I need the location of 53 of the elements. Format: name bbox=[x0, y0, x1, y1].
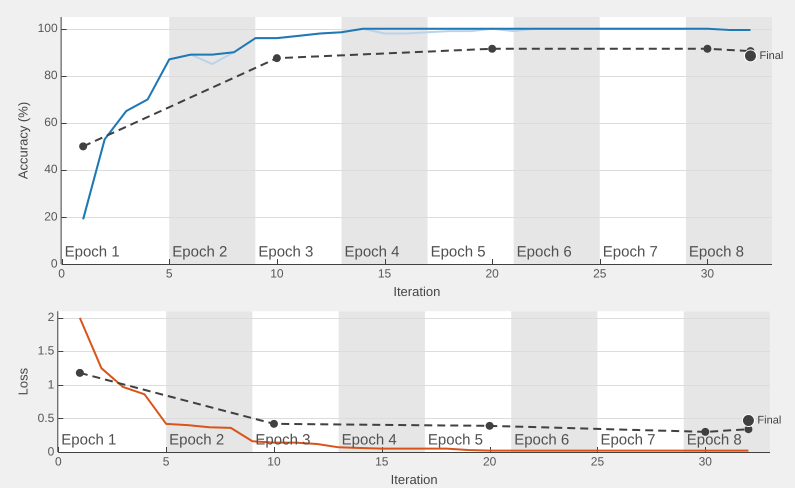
band-label: Epoch 2 bbox=[172, 244, 228, 261]
point bbox=[703, 44, 712, 53]
point bbox=[744, 49, 757, 62]
point bbox=[270, 420, 278, 428]
annotation: Epoch 5 bbox=[428, 432, 483, 449]
x-tick-label: 20 bbox=[485, 266, 500, 281]
x-tick-label: 30 bbox=[698, 454, 712, 469]
y-tick-label: 80 bbox=[44, 68, 58, 82]
x-tick-label: 30 bbox=[700, 266, 714, 281]
point bbox=[79, 142, 88, 150]
annotation: Epoch 7 bbox=[600, 432, 656, 449]
y-axis-title: Loss bbox=[15, 367, 30, 396]
annotation: Epoch 5 bbox=[430, 244, 486, 261]
band-label: Epoch 2 bbox=[169, 432, 224, 449]
y-tick-label: 2 bbox=[48, 310, 55, 324]
x-tick-label: 5 bbox=[162, 454, 170, 469]
band-label: Epoch 8 bbox=[686, 432, 742, 449]
y-tick-label: 60 bbox=[44, 115, 58, 130]
point bbox=[76, 368, 84, 377]
band-label: Epoch 8 bbox=[688, 244, 744, 261]
y-tick-label: 1 bbox=[48, 377, 55, 392]
y-axis-title: Accuracy (%) bbox=[15, 102, 30, 180]
x-axis-title: Iteration bbox=[393, 284, 440, 299]
x-axis-title: Iteration bbox=[390, 472, 438, 487]
y-tick-label: 0 bbox=[50, 256, 58, 270]
annotation: Final bbox=[759, 50, 784, 62]
annotation: Epoch 1 bbox=[61, 432, 116, 449]
annotation: Epoch 1 bbox=[64, 244, 120, 261]
x-tick-label: 20 bbox=[482, 454, 497, 469]
point bbox=[486, 422, 494, 430]
x-tick-label: 25 bbox=[590, 454, 604, 469]
annotation: Final bbox=[757, 414, 782, 427]
x-tick-label: 25 bbox=[593, 266, 607, 281]
y-tick-label: 0 bbox=[48, 444, 55, 458]
x-tick-label: 15 bbox=[375, 454, 389, 469]
y-tick-label: 100 bbox=[38, 21, 58, 36]
y-tick-label: 40 bbox=[44, 162, 58, 176]
x-tick-label: 15 bbox=[378, 266, 392, 281]
point bbox=[488, 44, 496, 53]
band-label: Epoch 4 bbox=[344, 244, 400, 261]
x-tick-label: 10 bbox=[270, 266, 284, 281]
y-tick-label: 1.5 bbox=[38, 344, 55, 358]
band-label: Epoch 4 bbox=[342, 432, 397, 449]
band-label: Epoch 6 bbox=[516, 244, 572, 261]
point bbox=[272, 54, 281, 62]
band-label: Epoch 6 bbox=[514, 432, 570, 449]
y-tick-label: 20 bbox=[44, 209, 58, 224]
x-tick-label: 10 bbox=[267, 454, 281, 469]
annotation: Epoch 3 bbox=[258, 244, 314, 261]
x-tick-label: 5 bbox=[166, 266, 173, 281]
point bbox=[742, 414, 755, 427]
annotation: Epoch 7 bbox=[602, 244, 658, 261]
y-tick-label: 0.5 bbox=[38, 410, 55, 425]
